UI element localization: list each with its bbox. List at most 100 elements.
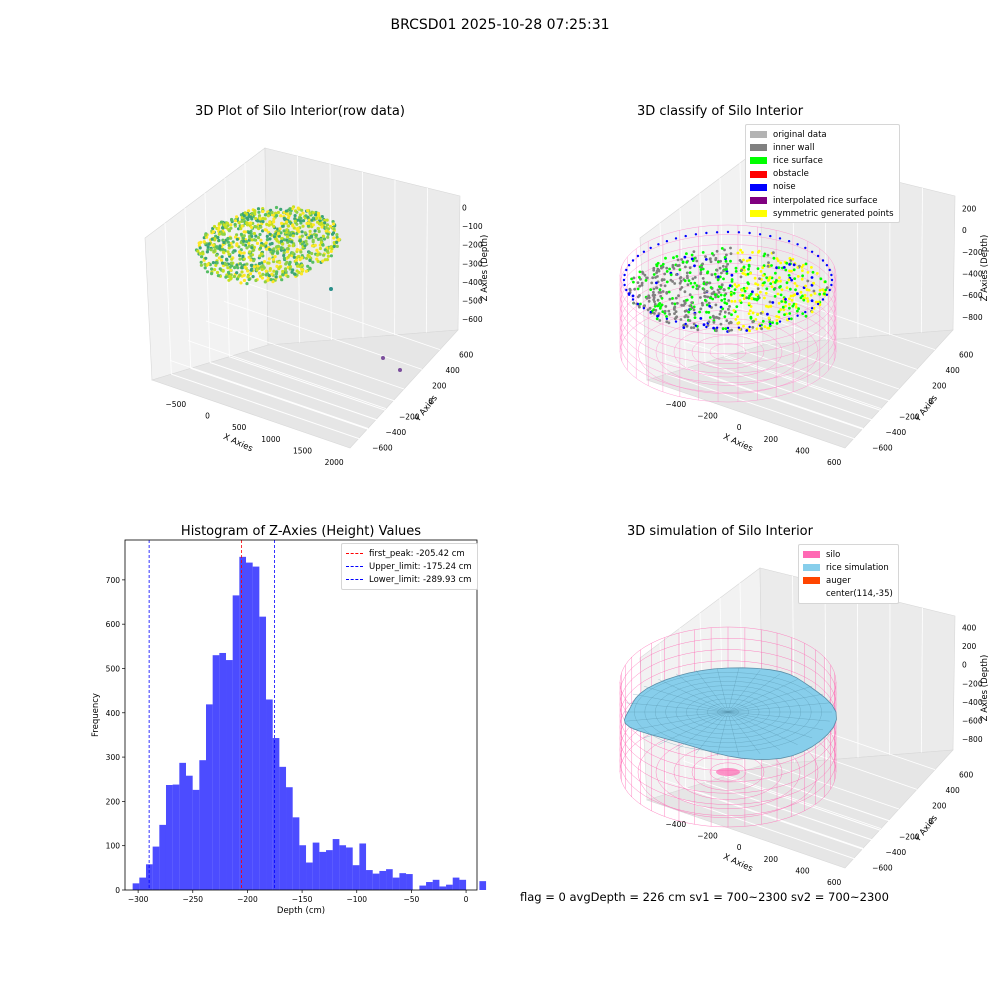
p2-data-point	[806, 299, 810, 303]
p2-data-point	[713, 272, 717, 276]
p2-data-point	[759, 290, 762, 294]
p2-data-point	[663, 284, 667, 288]
p4-z-axis-label: Z Axies (Depth)	[980, 655, 990, 722]
p4-grid-line	[724, 776, 923, 846]
p2-data-point	[821, 288, 825, 292]
p2-data-point	[729, 252, 733, 256]
p2-noise-point	[623, 283, 626, 287]
p1-data-point	[311, 260, 315, 264]
p2-data-point	[657, 268, 660, 272]
p2-data-point	[665, 315, 668, 318]
p2-data-point	[810, 276, 814, 279]
p2-data-point	[728, 305, 731, 308]
p4-z-tick-label: −200	[962, 679, 983, 688]
p1-data-point	[241, 242, 245, 247]
p4-x-tick-label: 400	[795, 867, 810, 876]
p1-grid-line	[229, 356, 428, 426]
panel2-legend: original data inner wall rice surface obsta…	[745, 124, 900, 224]
p1-data-point	[212, 224, 217, 229]
p1-data-point	[286, 224, 291, 228]
p2-noise-point	[622, 278, 626, 282]
p2-data-point	[804, 314, 808, 318]
p1-data-point	[323, 218, 327, 222]
p2-data-point	[679, 287, 682, 291]
p2-data-point	[784, 297, 787, 301]
p2-data-point	[720, 299, 724, 302]
histogram-bar	[272, 738, 280, 890]
p1-data-point	[329, 254, 333, 258]
p2-data-point	[653, 302, 657, 306]
p2-data-point	[735, 285, 739, 289]
p2-data-point	[664, 305, 668, 308]
p2-data-point	[725, 272, 729, 275]
legend-swatch	[750, 131, 767, 139]
p2-data-point	[681, 260, 685, 264]
p2-data-point	[688, 266, 692, 270]
histogram-y-tick-label: 100	[106, 842, 121, 851]
p2-x-tick-label: 200	[764, 435, 779, 444]
p2-data-point	[676, 264, 680, 267]
p2-data-point	[702, 282, 706, 285]
p2-data-point	[707, 281, 711, 285]
p1-data-point	[268, 247, 272, 252]
p1-data-point	[296, 206, 300, 210]
p2-data-point	[791, 294, 795, 298]
histogram-bar	[346, 847, 353, 890]
p1-data-point	[225, 221, 230, 225]
p2-data-point	[754, 282, 757, 286]
p1-z-tick-label: −600	[462, 315, 483, 324]
p2-data-point	[779, 279, 782, 283]
p4-grid-line	[666, 793, 865, 863]
p1-data-point	[275, 214, 279, 218]
p1-data-point	[316, 220, 320, 224]
p2-data-point	[674, 316, 678, 320]
legend-entry: inner wall	[750, 141, 894, 154]
p2-data-point	[782, 266, 786, 269]
p2-data-point	[638, 305, 641, 309]
p1-data-point	[243, 230, 247, 234]
p2-data-point	[768, 275, 772, 279]
panel2-3d-classify: −400 −200 0 200 400 600 600 400 200 0 −200 −400 −600…	[619, 147, 990, 467]
p2-data-point	[732, 291, 736, 295]
histogram-bar	[359, 843, 367, 890]
p1-data-point	[268, 232, 272, 236]
histogram-bar	[292, 817, 300, 890]
p2-noise-point	[778, 237, 782, 240]
histogram-bar	[279, 766, 287, 890]
p1-data-point	[240, 224, 244, 228]
p1-data-point	[318, 246, 322, 251]
p1-data-point	[272, 247, 276, 251]
p1-data-point	[308, 266, 312, 270]
p2-data-point	[686, 315, 690, 319]
p1-data-point	[304, 269, 308, 273]
p2-data-point	[644, 279, 648, 282]
p1-data-point	[224, 275, 228, 279]
p2-data-point	[767, 278, 771, 281]
p2-noise-point	[649, 310, 652, 314]
histogram-bar	[386, 869, 393, 890]
histogram-x-tick-label: −250	[182, 895, 203, 904]
p2-data-point	[748, 294, 751, 298]
p1-data-point	[245, 282, 249, 286]
p1-data-point	[312, 211, 316, 215]
p2-data-point	[779, 261, 783, 265]
p1-grid-line	[169, 359, 369, 429]
p2-data-point	[725, 319, 729, 323]
p1-data-point	[285, 247, 289, 251]
p1-data-point	[206, 262, 210, 266]
p2-data-point	[777, 310, 781, 314]
p2-data-point	[645, 296, 649, 300]
p1-data-point	[255, 241, 260, 245]
p1-data-point	[279, 246, 283, 250]
p2-data-point	[692, 322, 696, 326]
legend-swatch	[803, 591, 820, 598]
p1-data-point	[257, 262, 262, 266]
p2-data-point	[777, 301, 781, 305]
legend-label: rice surface	[773, 155, 823, 166]
p1-data-point	[247, 244, 251, 248]
p2-data-point	[777, 315, 781, 319]
p2-data-point	[788, 263, 791, 266]
p2-noise-point	[705, 325, 708, 329]
p1-data-point	[295, 248, 299, 252]
p2-data-point	[790, 269, 793, 273]
